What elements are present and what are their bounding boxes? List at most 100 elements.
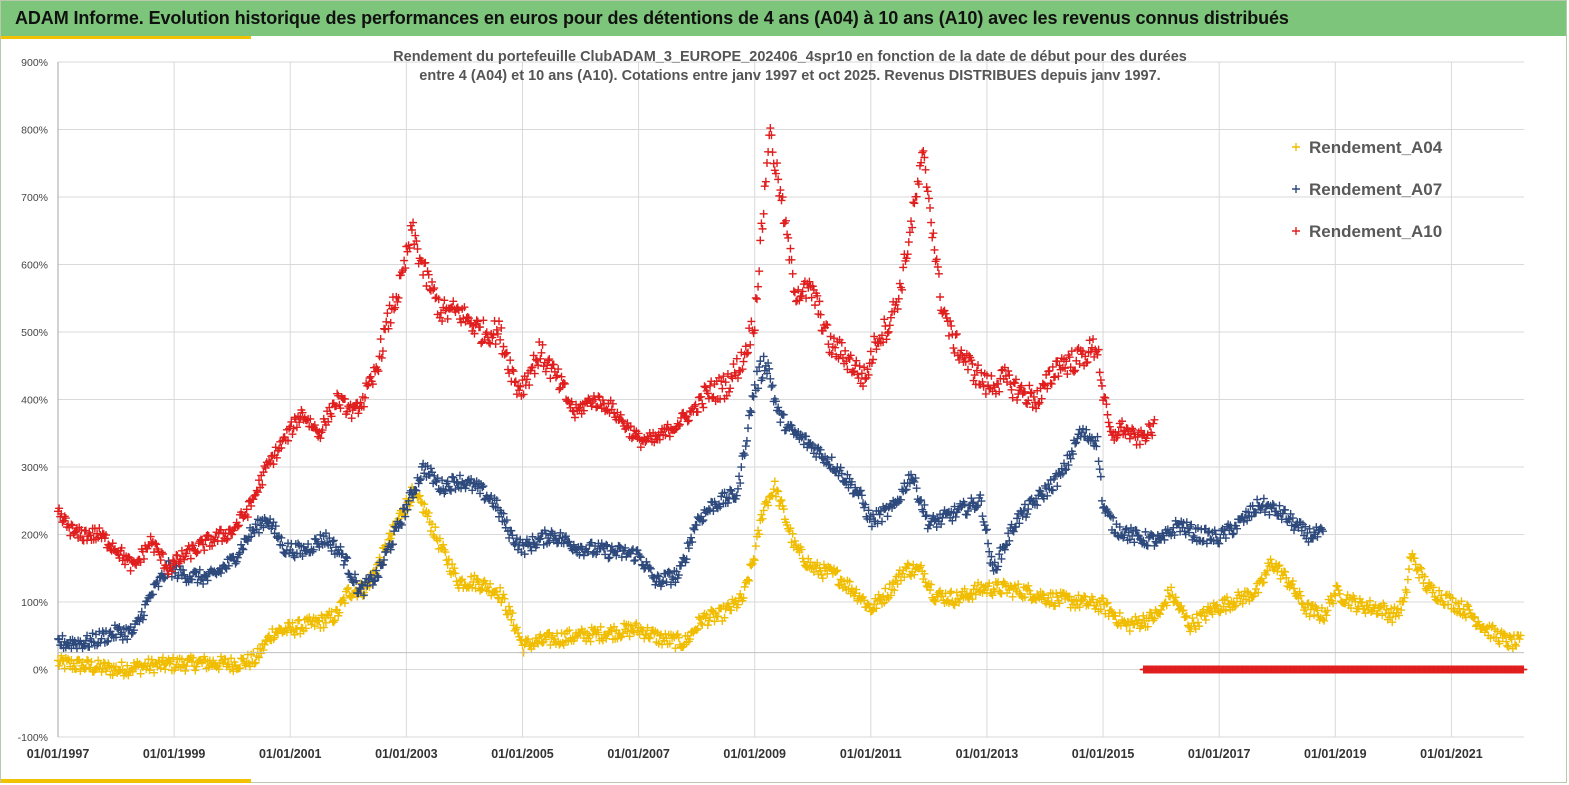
point-A10 — [254, 476, 263, 485]
point-A07 — [920, 500, 929, 509]
point-A04 — [1096, 605, 1105, 614]
point-A10 — [423, 267, 432, 276]
point-A07 — [288, 548, 297, 557]
point-A07 — [984, 539, 993, 548]
point-A04 — [450, 564, 459, 573]
point-A07 — [415, 476, 424, 485]
point-A07 — [747, 408, 756, 417]
point-A10 — [1078, 347, 1087, 356]
point-A07 — [759, 352, 768, 361]
y-tick-label: 800% — [21, 125, 48, 137]
point-A10 — [361, 393, 370, 402]
point-A04 — [1317, 603, 1326, 612]
point-A07 — [762, 369, 771, 378]
point-A07 — [969, 498, 978, 507]
point-A10 — [807, 293, 816, 302]
point-A07 — [447, 486, 456, 495]
point-A07 — [735, 472, 744, 481]
point-A07 — [339, 560, 348, 569]
point-A10 — [885, 321, 894, 330]
point-A04 — [1230, 602, 1239, 611]
point-A04 — [926, 586, 935, 595]
point-A07 — [575, 550, 584, 559]
point-A10 — [846, 351, 855, 360]
point-A07 — [1000, 545, 1009, 554]
point-A04 — [136, 669, 145, 678]
point-A10 — [674, 421, 683, 430]
y-tick-label: 900% — [21, 57, 48, 69]
point-A04 — [1143, 622, 1152, 631]
point-A07 — [688, 538, 697, 547]
point-A07 — [1288, 514, 1297, 523]
point-A10 — [258, 480, 267, 489]
point-A04 — [424, 508, 433, 517]
point-A07 — [271, 522, 280, 531]
point-A04 — [1399, 597, 1408, 606]
point-A04 — [1150, 614, 1159, 623]
point-A10 — [549, 360, 558, 369]
point-A10 — [575, 405, 584, 414]
point-A10 — [347, 414, 356, 423]
point-A10 — [382, 317, 391, 326]
point-A04 — [703, 621, 712, 630]
point-A07 — [299, 542, 308, 551]
point-A04 — [507, 615, 516, 624]
point-A07 — [251, 520, 260, 529]
point-A10 — [438, 317, 447, 326]
point-A10 — [506, 356, 515, 365]
point-A07 — [195, 565, 204, 574]
point-A07 — [1130, 538, 1139, 547]
point-A10 — [1150, 415, 1159, 424]
point-A04 — [1178, 606, 1187, 615]
point-A07 — [1272, 507, 1281, 516]
point-A10 — [733, 374, 742, 383]
point-A07 — [733, 484, 742, 493]
point-A07 — [732, 491, 741, 500]
point-A04 — [1290, 584, 1298, 593]
point-A10 — [598, 396, 607, 405]
point-A10 — [1133, 432, 1142, 441]
point-A10 — [981, 389, 990, 398]
point-A07 — [403, 505, 412, 514]
point-A10 — [774, 175, 783, 184]
point-A07 — [1109, 513, 1118, 522]
y-tick-label: 300% — [21, 462, 48, 474]
point-A07 — [653, 571, 662, 580]
point-A07 — [1221, 534, 1230, 543]
legend-label-A10: Rendement_A10 — [1309, 222, 1442, 241]
point-A04 — [330, 616, 339, 625]
point-A10 — [697, 392, 706, 401]
point-A10 — [843, 365, 852, 374]
point-A04 — [1356, 598, 1365, 607]
point-A10 — [298, 408, 307, 417]
point-A04 — [1149, 616, 1158, 625]
point-A07 — [397, 520, 406, 529]
point-A10 — [756, 236, 765, 245]
point-A10 — [508, 365, 517, 374]
point-A04 — [541, 635, 550, 644]
point-A10 — [350, 403, 359, 412]
point-A10 — [199, 540, 208, 549]
point-A10 — [167, 567, 176, 576]
point-A04 — [1301, 603, 1310, 612]
point-A07 — [58, 631, 67, 640]
point-A04 — [329, 618, 338, 627]
point-A10 — [108, 539, 117, 548]
point-A10 — [802, 294, 811, 303]
point-A07 — [645, 563, 654, 572]
point-A10 — [1094, 345, 1103, 354]
point-A07 — [926, 521, 935, 530]
point-A10 — [157, 548, 166, 557]
point-A10 — [681, 411, 690, 420]
point-A10 — [584, 394, 593, 403]
point-A04 — [758, 514, 767, 523]
point-A10 — [758, 224, 767, 233]
point-A07 — [426, 464, 435, 473]
point-A07 — [560, 533, 569, 542]
point-A07 — [527, 546, 536, 555]
point-A07 — [1020, 500, 1029, 509]
point-A04 — [214, 665, 223, 674]
point-A10 — [499, 342, 508, 351]
point-A07 — [922, 511, 931, 520]
